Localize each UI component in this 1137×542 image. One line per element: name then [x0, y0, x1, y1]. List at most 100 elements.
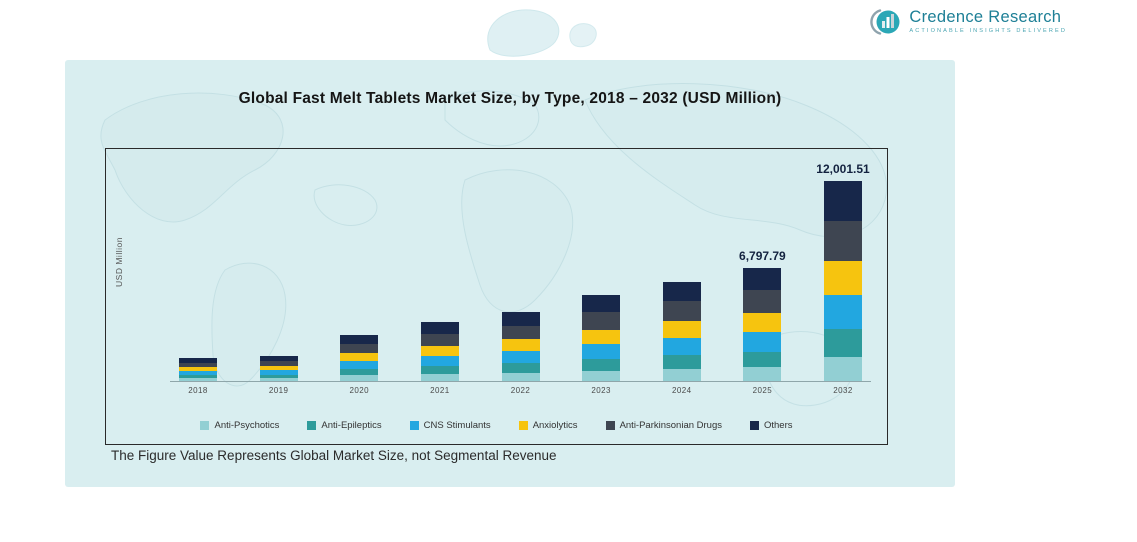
bar-segment — [824, 295, 862, 329]
bar-segment — [340, 353, 379, 362]
bar-segment — [501, 363, 540, 373]
bar-2019: 2019 — [259, 356, 298, 395]
bar-segment — [179, 378, 217, 381]
bar-value-label: 6,797.79 — [739, 248, 786, 263]
bar-2021: 2021 — [420, 322, 459, 395]
bar-segment — [420, 345, 459, 356]
bar-segment — [582, 329, 621, 345]
brand-name: Credence Research — [909, 8, 1062, 27]
world-map-watermark-top — [487, 9, 597, 57]
bar-segment — [179, 362, 217, 368]
bar-segment — [824, 181, 862, 221]
bar-value-label: 12,001.51 — [816, 162, 870, 176]
bar-segment — [662, 301, 701, 322]
legend-item: Anti-Epileptics — [307, 420, 382, 431]
bar-segment — [662, 338, 701, 356]
bar-segment — [662, 321, 701, 339]
bar-segment — [420, 355, 459, 366]
legend-label: Anxiolytics — [532, 420, 578, 431]
legend-label: CNS Stimulants — [423, 420, 491, 431]
legend-swatch — [750, 421, 759, 430]
bar-segment — [743, 312, 782, 333]
legend-item: Anti-Psychotics — [200, 420, 279, 431]
x-tick-label: 2024 — [672, 386, 692, 395]
legend-item: CNS Stimulants — [409, 420, 491, 431]
x-tick-label: 2022 — [510, 386, 531, 395]
x-tick-label: 2032 — [833, 386, 853, 395]
legend-swatch — [200, 421, 210, 430]
bar-segment — [824, 261, 862, 295]
bar-chart-logo-icon — [870, 9, 900, 35]
bar-segment — [582, 358, 621, 371]
bar-segment — [259, 378, 298, 381]
bar-segment — [582, 370, 621, 381]
bar-segment — [501, 325, 540, 340]
chart-panel: Global Fast Melt Tablets Market Size, by… — [65, 60, 955, 487]
y-axis-label: USD Million — [114, 236, 124, 287]
legend-item: Anti-Parkinsonian Drugs — [605, 420, 722, 431]
bar-segment — [501, 372, 540, 381]
figure-footnote: The Figure Value Represents Global Marke… — [111, 448, 557, 463]
chart-area: USD Million 2018 2019 2020 2021 2022 2023 2024… — [105, 148, 888, 445]
bar-2020: 2020 — [340, 334, 379, 395]
legend: Anti-Psychotics Anti-Epileptics CNS Stimul… — [106, 420, 887, 431]
bar-segment — [582, 295, 621, 313]
chart-title: Global Fast Melt Tablets Market Size, by… — [238, 90, 782, 107]
legend-label: Others — [764, 420, 793, 431]
bar-segment — [662, 369, 701, 381]
bar-segment — [420, 374, 459, 381]
bar-segment — [340, 375, 379, 381]
legend-swatch — [518, 421, 528, 430]
bar-segment — [743, 267, 782, 291]
bar-2024: 2024 — [662, 281, 701, 395]
legend-item: Anxiolytics — [518, 420, 578, 431]
bar-2032: 2032 12,001.51 — [816, 162, 869, 395]
bar-segment — [501, 351, 540, 364]
bar-segment — [662, 355, 701, 369]
bar-segment — [743, 367, 782, 381]
bar-segment — [420, 322, 459, 335]
bar-segment — [179, 358, 217, 363]
bar-segment — [179, 375, 217, 379]
brand-tagline: Actionable Insights Delivered — [909, 27, 1067, 34]
legend-swatch — [307, 421, 317, 430]
y-axis-label-wrap: USD Million — [110, 149, 128, 374]
x-tick-label: 2020 — [349, 386, 369, 395]
bar-segment — [340, 361, 379, 369]
bar-segment — [420, 365, 459, 374]
x-tick-label: 2021 — [430, 386, 450, 395]
bar-segment — [743, 290, 782, 313]
bar-segment — [501, 339, 540, 352]
x-tick-label: 2025 — [752, 386, 773, 395]
bar-2025: 2025 6,797.79 — [739, 249, 786, 395]
bar-segment — [179, 371, 217, 376]
bar-segment — [582, 312, 621, 330]
legend-label: Anti-Epileptics — [321, 420, 382, 431]
logo-text: Credence Research Actionable Insights De… — [909, 9, 1067, 34]
bar-2018: 2018 — [179, 358, 217, 395]
bar-segment — [824, 357, 862, 381]
legend-swatch — [409, 421, 419, 430]
bar-segment — [420, 334, 459, 346]
bar-segment — [824, 221, 862, 261]
bar-segment — [179, 367, 217, 372]
legend-label: Anti-Psychotics — [214, 420, 280, 431]
bar-segment — [743, 332, 782, 352]
bar-segment — [501, 311, 540, 326]
x-tick-label: 2023 — [591, 386, 611, 395]
bar-segment — [824, 329, 862, 357]
legend-label: Anti-Parkinsonian Drugs — [619, 420, 722, 431]
bar-2023: 2023 — [582, 295, 621, 395]
bar-2022: 2022 — [501, 311, 540, 395]
x-tick-label: 2018 — [188, 386, 208, 395]
bar-segment — [340, 343, 379, 354]
bar-segment — [743, 351, 782, 368]
legend-swatch — [605, 421, 615, 430]
legend-item: Others — [750, 420, 793, 431]
x-tick-label: 2019 — [268, 386, 289, 395]
plot-area: 2018 2019 2020 2021 2022 2023 2024 2025 6,797.79… — [170, 162, 871, 395]
bar-segment — [340, 334, 379, 344]
bar-segment — [662, 281, 701, 302]
credence-research-logo: Credence Research Actionable Insights De… — [868, 7, 1067, 37]
